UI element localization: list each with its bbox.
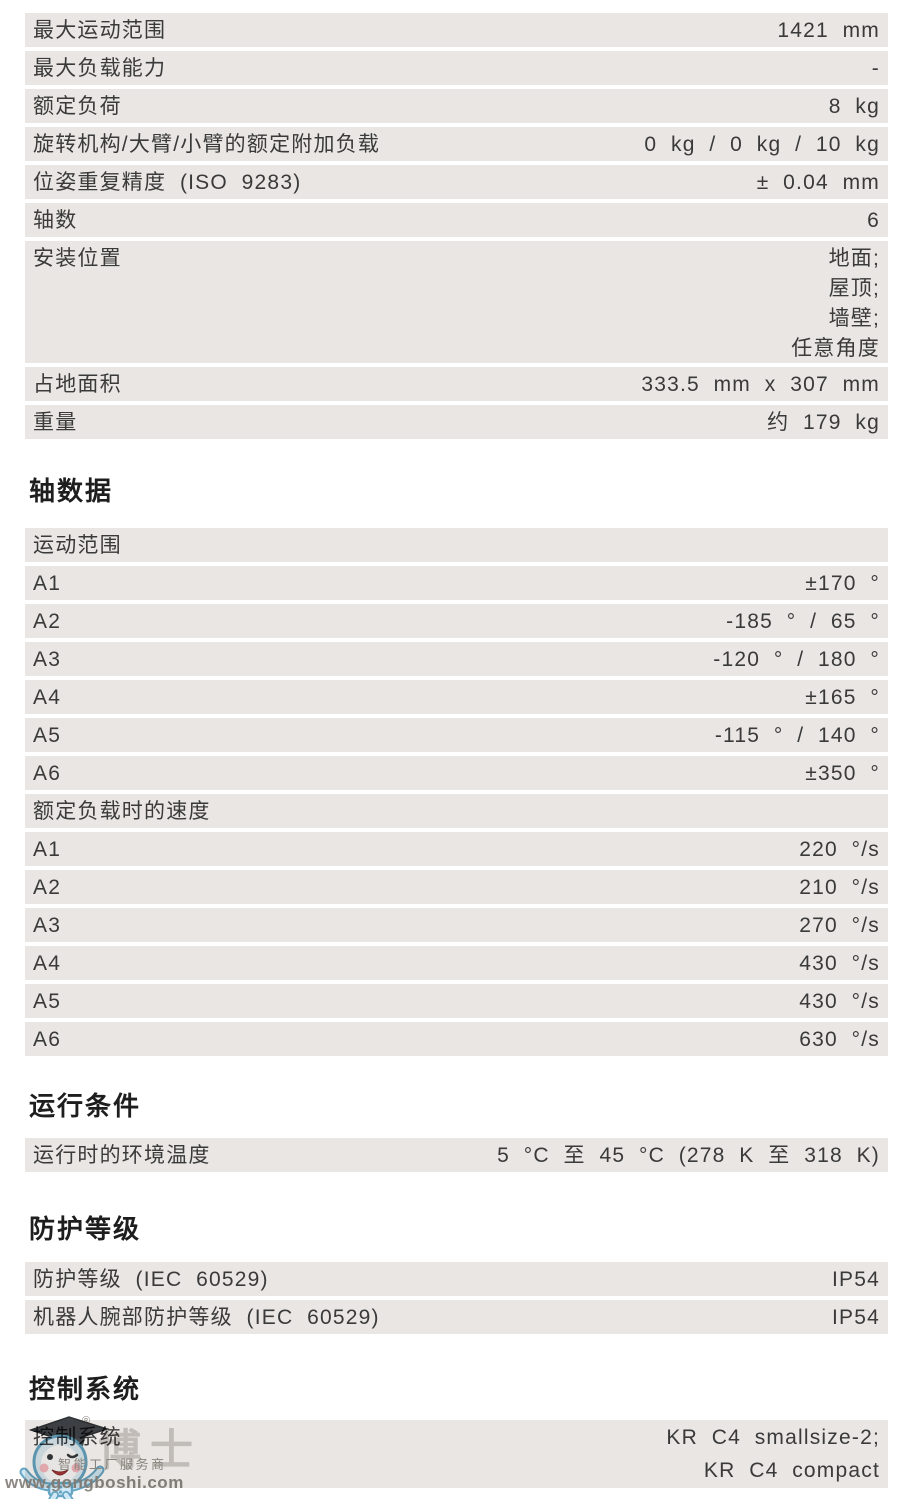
- table-row: A3 270 °/s: [25, 908, 888, 942]
- table-row: 额定负荷 8 kg: [25, 89, 888, 123]
- row-label: 额定负荷: [33, 94, 122, 118]
- subheader-label: 额定负载时的速度: [33, 799, 211, 823]
- table-row: 最大运动范围 1421 mm: [25, 13, 888, 47]
- protection-table: 防护等级 (IEC 60529) IP54 机器人腕部防护等级 (IEC 605…: [25, 1262, 888, 1338]
- row-label: A6: [33, 761, 62, 785]
- row-value: IP54: [832, 1267, 880, 1291]
- row-label: 防护等级 (IEC 60529): [33, 1267, 269, 1291]
- row-label: A6: [33, 1027, 62, 1051]
- table-subheader-row: 运动范围: [25, 528, 888, 562]
- table-row: A4 430 °/s: [25, 946, 888, 980]
- table-row: 占地面积 333.5 mm x 307 mm: [25, 367, 888, 401]
- table-row: A5 430 °/s: [25, 984, 888, 1018]
- row-value: 5 °C 至 45 °C (278 K 至 318 K): [497, 1143, 880, 1167]
- row-value: 地面; 屋顶; 墙壁; 任意角度: [791, 247, 880, 360]
- row-label: 重量: [33, 410, 78, 434]
- row-value: 0 kg / 0 kg / 10 kg: [644, 132, 880, 156]
- section-title-operating-conditions: 运行条件: [29, 1091, 142, 1121]
- row-label: 旋转机构/大臂/小臂的额定附加负载: [33, 132, 381, 156]
- row-label: A2: [33, 875, 62, 899]
- row-label: 占地面积: [33, 372, 122, 396]
- row-value: -: [871, 56, 880, 80]
- row-label: A2: [33, 609, 62, 633]
- section-title-protection-rating: 防护等级: [29, 1214, 142, 1244]
- table-row: 最大负载能力 -: [25, 51, 888, 85]
- row-value: 220 °/s: [799, 837, 880, 861]
- axis-table: 运动范围 A1 ±170 ° A2 -185 ° / 65 ° A3 -120 …: [25, 528, 888, 1060]
- row-value: 约 179 kg: [767, 410, 880, 434]
- row-label: 最大负载能力: [33, 56, 167, 80]
- table-row: 旋转机构/大臂/小臂的额定附加负载 0 kg / 0 kg / 10 kg: [25, 127, 888, 161]
- row-value: 333.5 mm x 307 mm: [641, 372, 880, 396]
- row-value: 1421 mm: [777, 18, 880, 42]
- row-value: 270 °/s: [799, 913, 880, 937]
- row-label: A3: [33, 913, 62, 937]
- table-row: 位姿重复精度 (ISO 9283) ± 0.04 mm: [25, 165, 888, 199]
- row-value: KR C4 smallsize-2; KR C4 compact: [666, 1426, 880, 1482]
- row-value: 430 °/s: [799, 951, 880, 975]
- operating-table: 运行时的环境温度 5 °C 至 45 °C (278 K 至 318 K): [25, 1138, 888, 1176]
- table-row: A1 220 °/s: [25, 832, 888, 866]
- row-value: -120 ° / 180 °: [713, 647, 880, 671]
- row-label: 轴数: [33, 208, 78, 232]
- spec-table: 最大运动范围 1421 mm 最大负载能力 - 额定负荷 8 kg 旋转机构/大…: [25, 13, 888, 443]
- row-label: A4: [33, 685, 62, 709]
- row-label: 机器人腕部防护等级 (IEC 60529): [33, 1305, 380, 1329]
- row-label: A1: [33, 571, 62, 595]
- row-value: -115 ° / 140 °: [714, 723, 880, 747]
- row-label: A1: [33, 837, 62, 861]
- subheader-label: 运动范围: [33, 533, 122, 557]
- row-value: ± 0.04 mm: [756, 170, 880, 194]
- table-row: A4 ±165 °: [25, 680, 888, 714]
- table-row: A2 210 °/s: [25, 870, 888, 904]
- table-row: 机器人腕部防护等级 (IEC 60529) IP54: [25, 1300, 888, 1334]
- row-label: A3: [33, 647, 62, 671]
- control-table: 控制系统 KR C4 smallsize-2; KR C4 compact: [25, 1420, 888, 1492]
- row-value: 210 °/s: [799, 875, 880, 899]
- table-row: A2 -185 ° / 65 °: [25, 604, 888, 638]
- table-row-mounting-position: 安装位置 地面; 屋顶; 墙壁; 任意角度: [25, 241, 888, 363]
- row-label: 安装位置: [33, 247, 122, 270]
- table-row: A1 ±170 °: [25, 566, 888, 600]
- row-label: A4: [33, 951, 62, 975]
- row-value: IP54: [832, 1305, 880, 1329]
- row-label: 最大运动范围: [33, 18, 167, 42]
- row-value: 8 kg: [828, 94, 880, 118]
- row-label: A5: [33, 989, 62, 1013]
- section-title-control-system: 控制系统: [29, 1374, 142, 1404]
- table-row: 重量 约 179 kg: [25, 405, 888, 439]
- row-label: A5: [33, 723, 62, 747]
- table-row-controller: 控制系统 KR C4 smallsize-2; KR C4 compact: [25, 1420, 888, 1488]
- row-label: 位姿重复精度 (ISO 9283): [33, 170, 302, 194]
- row-value: 430 °/s: [799, 989, 880, 1013]
- table-row: A6 630 °/s: [25, 1022, 888, 1056]
- table-row: A6 ±350 °: [25, 756, 888, 790]
- table-subheader-row: 额定负载时的速度: [25, 794, 888, 828]
- table-row: 轴数 6: [25, 203, 888, 237]
- table-row: 防护等级 (IEC 60529) IP54: [25, 1262, 888, 1296]
- table-row: 运行时的环境温度 5 °C 至 45 °C (278 K 至 318 K): [25, 1138, 888, 1172]
- table-row: A3 -120 ° / 180 °: [25, 642, 888, 676]
- row-value: -185 ° / 65 °: [726, 609, 880, 633]
- row-value: 630 °/s: [799, 1027, 880, 1051]
- row-value: 6: [867, 208, 880, 232]
- row-value: ±170 °: [805, 571, 880, 595]
- row-label: 控制系统: [33, 1426, 122, 1449]
- row-label: 运行时的环境温度: [33, 1143, 211, 1167]
- row-value: ±165 °: [805, 685, 880, 709]
- table-row: A5 -115 ° / 140 °: [25, 718, 888, 752]
- section-title-axis-data: 轴数据: [29, 476, 114, 506]
- row-value: ±350 °: [805, 761, 880, 785]
